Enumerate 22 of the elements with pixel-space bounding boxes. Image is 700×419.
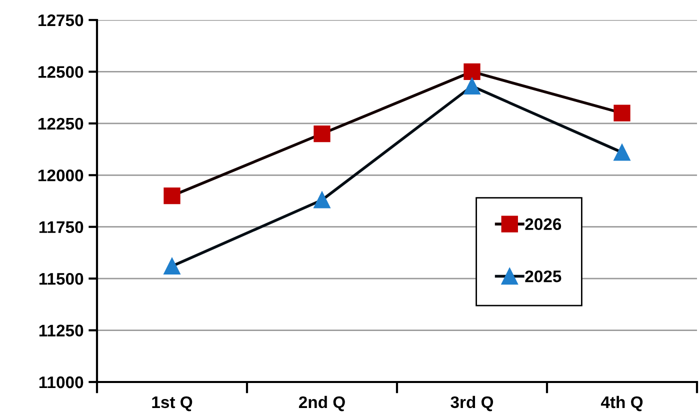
y-tick-label: 12000 xyxy=(38,170,84,182)
legend-label: 2026 xyxy=(525,218,562,230)
y-tick-label: 12750 xyxy=(38,14,84,26)
point xyxy=(464,78,480,95)
point xyxy=(314,125,330,142)
point xyxy=(164,187,180,204)
y-tick-label: 11750 xyxy=(39,221,84,234)
x-tick-label: 1st Q xyxy=(152,396,192,412)
point xyxy=(164,258,180,274)
y-tick-label: 11250 xyxy=(39,324,84,336)
y-tick-label: 11500 xyxy=(39,272,84,285)
y-tick-label: 11000 xyxy=(39,376,84,388)
point xyxy=(614,144,630,161)
x-tick-label: 3rd Q xyxy=(450,396,494,412)
point xyxy=(464,63,480,80)
legend-label: 2025 xyxy=(525,270,562,282)
y-tick-label: 12500 xyxy=(38,66,84,78)
x-tick-label: 4th Q xyxy=(600,396,643,412)
point xyxy=(614,104,630,122)
point xyxy=(314,192,330,208)
y-tick-label: 12250 xyxy=(38,118,84,130)
x-tick-label: 2nd Q xyxy=(298,396,345,412)
